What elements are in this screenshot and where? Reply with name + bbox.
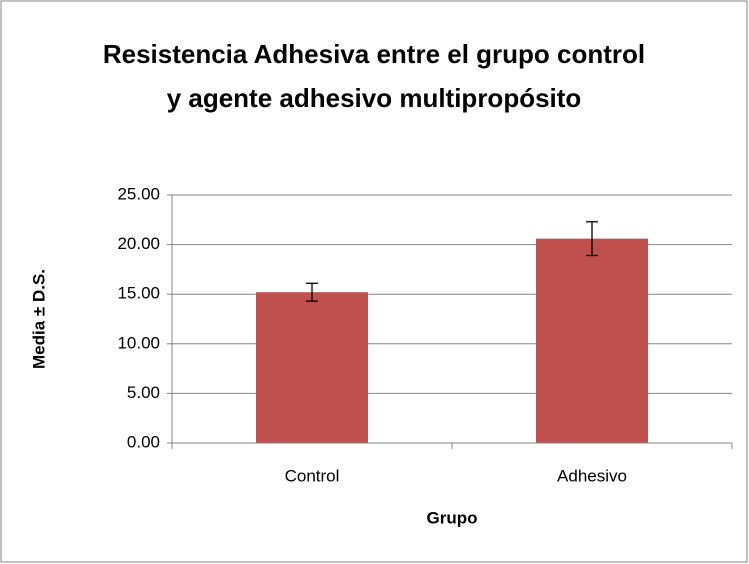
y-tick-label: 15.00 <box>117 284 160 303</box>
y-tick-label: 10.00 <box>117 333 160 352</box>
y-axis-label: Media ± D.S. <box>29 269 48 369</box>
bar <box>256 292 368 443</box>
y-tick-label: 25.00 <box>117 184 160 203</box>
x-tick-label: Control <box>285 466 340 485</box>
x-axis-label: Grupo <box>427 508 478 527</box>
x-tick-label: Adhesivo <box>557 466 627 485</box>
y-tick-label: 20.00 <box>117 234 160 253</box>
bar <box>536 238 648 443</box>
y-tick-label: 0.00 <box>127 432 160 451</box>
chart-title: Resistencia Adhesiva entre el grupo cont… <box>102 39 646 113</box>
y-tick-label: 5.00 <box>127 383 160 402</box>
